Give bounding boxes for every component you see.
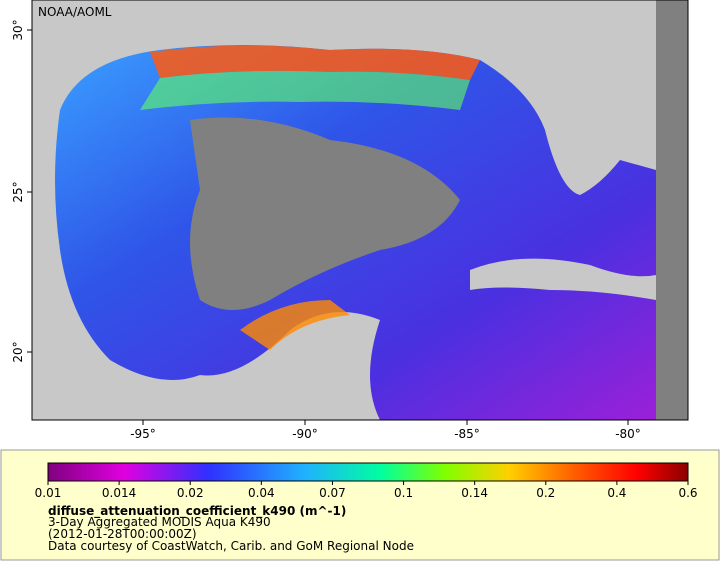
colorbar-tick-label: 0.4 xyxy=(607,486,626,500)
colorbar-tick-label: 0.02 xyxy=(177,486,204,500)
colorbar-tick-label: 0.2 xyxy=(536,486,555,500)
colorbar-tick-label: 0.6 xyxy=(678,486,697,500)
colorbar-tick-label: 0.04 xyxy=(248,486,275,500)
caption-line: 3-Day Aggregated MODIS Aqua K490 xyxy=(48,515,271,529)
lat-tick-label: 25° xyxy=(11,181,25,202)
yucatan-coast xyxy=(240,300,350,350)
caption-line: Data courtesy of CoastWatch, Carib. and … xyxy=(48,539,414,553)
lon-tick-label: -95° xyxy=(130,427,156,441)
map-label: NOAA/AOML xyxy=(38,5,112,19)
colorbar-tick-label: 0.01 xyxy=(35,486,62,500)
cuba xyxy=(470,258,656,300)
colorbar-tick-label: 0.14 xyxy=(461,486,488,500)
caption-line: (2012-01-28T00:00:00Z) xyxy=(48,527,197,541)
no-data xyxy=(190,117,460,310)
no-data-east xyxy=(656,0,688,420)
lat-tick-label: 20° xyxy=(11,341,25,362)
shelf-water xyxy=(140,70,470,110)
caption-title: diffuse_attenuation_coefficient_k490 (m^… xyxy=(48,504,346,519)
lon-tick-label: -85° xyxy=(454,427,480,441)
map-frame xyxy=(31,0,689,421)
colorbar xyxy=(47,462,689,482)
colorbar-tick-label: 0.1 xyxy=(394,486,413,500)
lon-tick-label: -80° xyxy=(615,427,641,441)
colorbar-tick-label: 0.07 xyxy=(319,486,346,500)
colorbar-tick-label: 0.014 xyxy=(102,486,136,500)
lat-tick-label: 30° xyxy=(11,19,25,40)
lon-tick-label: -90° xyxy=(292,427,318,441)
coastal-turbidity xyxy=(150,45,480,80)
